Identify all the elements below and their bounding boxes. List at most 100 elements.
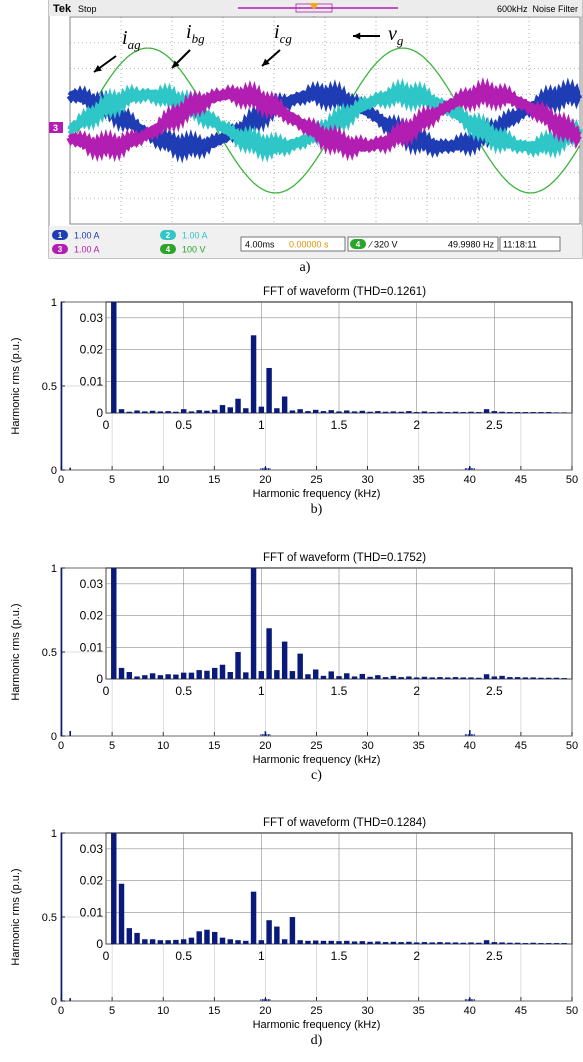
inset-x-tick-label: 2.5	[486, 949, 503, 963]
inset-bar	[180, 939, 187, 944]
x-tick-label: 15	[208, 1005, 220, 1017]
inset-bar	[522, 943, 529, 944]
inset-bar	[413, 677, 420, 679]
channel-scale-3: 1.00 A	[74, 245, 100, 255]
inset-bar	[142, 939, 148, 944]
inset-bar	[359, 410, 366, 413]
inset-zoom: 0 0.5 1 1.5 2 2.5 0 0.01 0.02 0.03	[80, 832, 573, 963]
inset-bar	[219, 664, 226, 679]
inset-bar	[421, 411, 428, 413]
x-tick-label: 10	[157, 474, 169, 486]
inset-bar	[429, 942, 435, 944]
inset-bar	[514, 942, 521, 944]
inset-bar	[406, 411, 412, 413]
inset-bar	[297, 940, 303, 944]
scope-status-bar: 1 1.00 A 2 1.00 A 3 1.00 A 4 100 V 4.00ms 0.00000…	[49, 226, 582, 258]
inset-x-tick-label: 0.5	[175, 684, 192, 698]
channel-num-1: 1	[58, 231, 63, 240]
inset-y-tick-label: 0.03	[80, 311, 104, 325]
inset-bar	[320, 940, 327, 944]
ch3-marker	[49, 122, 63, 133]
x-tick-label: 40	[464, 740, 476, 752]
inset-bar	[165, 411, 171, 413]
inset-bar	[111, 302, 117, 413]
x-tick-label: 15	[208, 740, 220, 752]
x-tick-label: 30	[361, 1005, 373, 1017]
inset-bar	[452, 411, 459, 413]
inset-bar	[227, 672, 233, 679]
inset-bar	[491, 676, 498, 679]
inset-y-tick-label: 0.03	[80, 577, 104, 591]
inset-bar	[180, 672, 187, 679]
inset-bar	[359, 673, 366, 679]
inset-bar	[227, 939, 233, 944]
inset-bar	[274, 408, 280, 413]
inset-bar	[351, 941, 358, 944]
inset-bar	[344, 673, 350, 679]
inset-bar	[398, 411, 404, 413]
inset-x-tick-label: 1.5	[331, 684, 348, 698]
inset-bar	[274, 926, 280, 944]
trigger-position-icon	[309, 3, 319, 10]
x-tick-label: 20	[259, 474, 271, 486]
inset-bar	[289, 671, 296, 679]
channel-scale-1: 1.00 A	[74, 231, 100, 241]
inset-bar	[281, 939, 288, 944]
inset-bar	[483, 940, 490, 944]
inset-bar	[382, 942, 389, 944]
inset-bar	[134, 676, 140, 679]
inset-y-tick-label: 0.01	[80, 374, 104, 388]
inset-bar	[111, 568, 117, 679]
inset-bar	[437, 942, 443, 944]
inset-bar	[165, 940, 171, 944]
inset-bar	[545, 677, 552, 679]
y-tick-label: 0.5	[42, 647, 57, 659]
scope-run-state: Stop	[78, 4, 97, 14]
fft-chart-c: FFT of waveform (THD=0.1752)0 5 10 15 20 25 30…	[10, 552, 578, 783]
inset-bar	[452, 942, 459, 944]
channel-badge-4	[160, 244, 176, 254]
x-tick-label: 25	[310, 740, 322, 752]
inset-bar	[437, 411, 443, 413]
waveform-label-iag: iag	[122, 27, 141, 52]
inset-bar	[413, 942, 420, 944]
inset-bar	[219, 937, 226, 944]
scope-waveforms	[66, 47, 583, 194]
inset-y-tick-label: 0.02	[80, 609, 104, 623]
inset-bar	[250, 891, 257, 944]
inset-bar	[111, 833, 117, 944]
delay-value: 0.00000 s	[289, 240, 329, 250]
inset-bar	[142, 675, 148, 679]
inset-bar	[452, 677, 459, 679]
x-tick-label: 50	[566, 1005, 578, 1017]
inset-bar	[180, 409, 187, 413]
inset-bar	[266, 628, 272, 679]
inset-bar	[367, 411, 373, 413]
clock-box	[499, 236, 561, 252]
inset-bar	[118, 667, 125, 679]
timebase-box	[240, 236, 346, 252]
inset-bar	[530, 942, 536, 944]
inset-bar	[538, 943, 544, 944]
channel-num-4: 4	[166, 245, 171, 254]
inset-bar	[320, 411, 327, 413]
inset-bar	[149, 673, 156, 679]
trigger-channel-num: 4	[356, 240, 361, 249]
y-tick-label: 0	[51, 731, 57, 743]
inset-bar	[491, 942, 498, 944]
inset-bar	[134, 410, 140, 413]
chart-title: FFT of waveform (THD=0.1752)	[263, 552, 426, 564]
inset-bar	[491, 411, 498, 413]
x-tick-label: 0	[58, 1005, 64, 1017]
inset-y-tick-label: 0.03	[80, 842, 104, 856]
current-ibg-trace	[67, 77, 583, 163]
inset-bar	[297, 409, 303, 413]
inset-bar	[312, 409, 319, 413]
inset-bar	[460, 412, 466, 413]
x-tick-label: 40	[464, 1005, 476, 1017]
inset-bar	[312, 669, 319, 679]
inset-x-tick-label: 0	[103, 949, 110, 963]
inset-bar	[413, 412, 420, 413]
inset-bar	[499, 411, 505, 413]
